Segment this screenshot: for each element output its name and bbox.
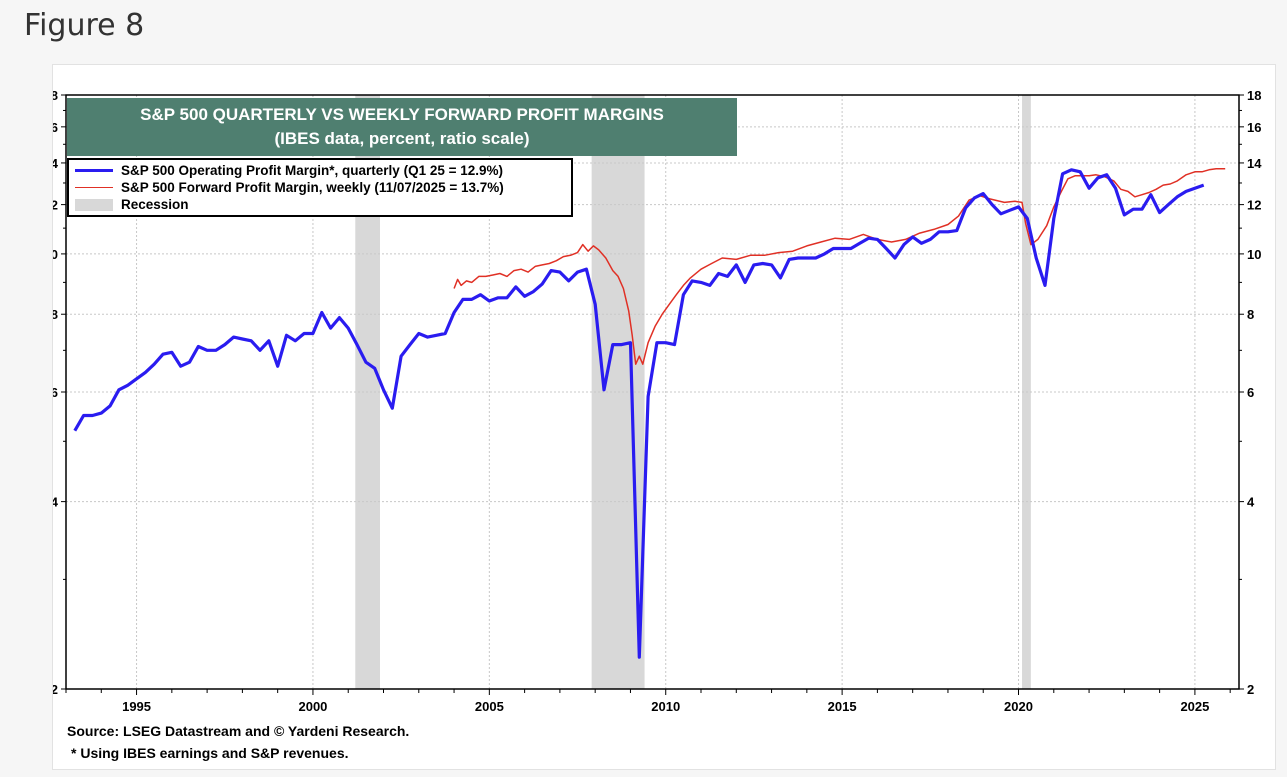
y-tick-label-right-12: 12: [1247, 198, 1261, 213]
y-tick-label-right-14: 14: [1247, 156, 1262, 171]
chart-card: 2 2 4 4 6 6 8 8 10 10 12 12 14 14 16 16 18 18 1995 2000 2005…: [52, 64, 1276, 770]
y-tick-label-left-2: 2: [53, 682, 58, 697]
y-tick-label-left-18: 18: [53, 88, 58, 103]
y-tick-label-left-8: 8: [53, 307, 58, 322]
y-tick-label-right-6: 6: [1247, 385, 1254, 400]
y-tick-label-left-6: 6: [53, 385, 58, 400]
legend-label-forward-margin: S&P 500 Forward Profit Margin, weekly (1…: [121, 180, 504, 195]
figure-heading: Figure 8: [24, 8, 145, 43]
y-tick-label-left-14: 14: [53, 156, 59, 171]
legend-label-operating-margin: S&P 500 Operating Profit Margin*, quarte…: [121, 163, 504, 178]
x-tick-label-1995: 1995: [122, 699, 151, 714]
chart-subtitle: (IBES data, percent, ratio scale): [274, 129, 530, 148]
y-tick-label-left-10: 10: [53, 247, 58, 262]
series-lines: [73, 168, 1226, 659]
chart-legend: S&P 500 Operating Profit Margin*, quarte…: [67, 158, 573, 217]
y-tick-label-right-8: 8: [1247, 307, 1254, 322]
legend-swatch-forward-margin: [75, 186, 113, 189]
series-line-operating-margin: [73, 168, 1205, 659]
y-tick-label-right-10: 10: [1247, 247, 1261, 262]
legend-swatch-recession: [75, 198, 113, 211]
y-tick-label-left-4: 4: [53, 495, 59, 510]
axis-labels: 2 2 4 4 6 6 8 8 10 10 12 12 14 14 16 16 18 18 1995 2000 2005…: [53, 88, 1262, 714]
y-tick-label-right-16: 16: [1247, 120, 1261, 135]
x-tick-label-2010: 2010: [651, 699, 680, 714]
y-tick-label-right-2: 2: [1247, 682, 1254, 697]
legend-item-recession: Recession: [75, 196, 565, 213]
y-tick-label-right-18: 18: [1247, 88, 1261, 103]
x-tick-label-2000: 2000: [298, 699, 327, 714]
footnote: * Using IBES earnings and S&P revenues.: [71, 745, 349, 761]
legend-item-operating-margin: S&P 500 Operating Profit Margin*, quarte…: [75, 162, 565, 179]
source-note: Source: LSEG Datastream and © Yardeni Re…: [67, 723, 410, 739]
x-tick-label-2025: 2025: [1180, 699, 1209, 714]
legend-swatch-operating-margin: [75, 169, 113, 172]
x-tick-label-2005: 2005: [475, 699, 504, 714]
grid-lines: [66, 95, 1239, 689]
y-tick-label-right-4: 4: [1247, 495, 1255, 510]
legend-item-forward-margin: S&P 500 Forward Profit Margin, weekly (1…: [75, 179, 565, 196]
chart-title-box: S&P 500 QUARTERLY VS WEEKLY FORWARD PROF…: [67, 98, 737, 156]
y-tick-label-left-16: 16: [53, 120, 58, 135]
plot-frame: [65, 94, 1240, 690]
x-tick-label-2015: 2015: [828, 699, 857, 714]
chart-title: S&P 500 QUARTERLY VS WEEKLY FORWARD PROF…: [140, 105, 664, 124]
x-tick-label-2020: 2020: [1004, 699, 1033, 714]
y-tick-label-left-12: 12: [53, 198, 58, 213]
legend-label-recession: Recession: [121, 197, 189, 212]
